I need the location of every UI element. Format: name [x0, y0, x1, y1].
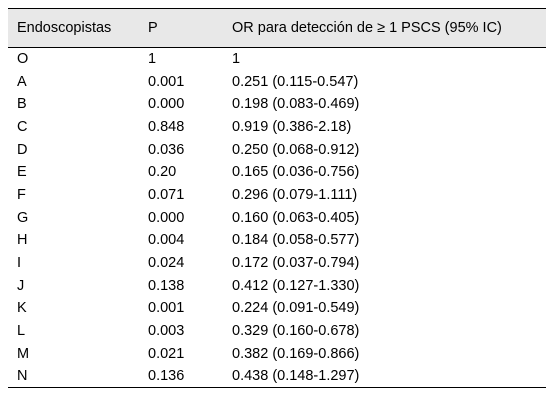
cell-p-value: 0.138: [148, 277, 185, 294]
cell-p-value: 0.20: [148, 164, 177, 181]
table-row: N 0.136 0.438 (0.148-1.297): [8, 365, 546, 389]
cell-p-value: 0.071: [148, 186, 185, 203]
cell-endoscopist: H: [17, 232, 28, 249]
table-row: J 0.138 0.412 (0.127-1.330): [8, 274, 546, 297]
cell-endoscopist: I: [17, 255, 22, 272]
cell-odds-ratio: 1: [232, 51, 241, 68]
cell-odds-ratio: 0.224 (0.091-0.549): [232, 300, 360, 317]
cell-p-value: 1: [148, 51, 157, 68]
cell-odds-ratio: 0.198 (0.083-0.469): [232, 96, 360, 113]
cell-p-value: 0.136: [139, 365, 223, 389]
cell-p-value: 0.001: [148, 300, 185, 317]
table-row: F 0.071 0.296 (0.079-1.111): [8, 184, 546, 207]
cell-odds-ratio: 0.382 (0.169-0.866): [232, 345, 360, 362]
cell-odds-ratio: 0.438 (0.148-1.297): [223, 365, 546, 389]
table-row: I 0.024 0.172 (0.037-0.794): [8, 252, 546, 275]
cell-odds-ratio: 0.250 (0.068-0.912): [232, 141, 360, 158]
cell-odds-ratio: 0.172 (0.037-0.794): [232, 255, 360, 272]
table-row: H 0.004 0.184 (0.058-0.577): [8, 229, 546, 252]
cell-p-value: 0.004: [148, 232, 185, 249]
table-row: G 0.000 0.160 (0.063-0.405): [8, 206, 546, 229]
table-row: K 0.001 0.224 (0.091-0.549): [8, 297, 546, 320]
cell-endoscopist: B: [17, 96, 27, 113]
table-row: C 0.848 0.919 (0.386-2.18): [8, 116, 546, 139]
cell-endoscopist: K: [17, 300, 27, 317]
table-row: L 0.003 0.329 (0.160-0.678): [8, 320, 546, 343]
cell-endoscopist: N: [8, 365, 139, 389]
table-row: E 0.20 0.165 (0.036-0.756): [8, 161, 546, 184]
cell-odds-ratio: 0.160 (0.063-0.405): [232, 209, 360, 226]
cell-p-value: 0.024: [148, 255, 185, 272]
column-header-odds-ratio: OR para detección de ≥ 1 PSCS (95% IC): [223, 8, 546, 48]
cell-p-value: 0.001: [148, 73, 185, 90]
cell-p-value: 0.000: [148, 96, 185, 113]
results-table-container: Endoscopistas P OR para detección de ≥ 1…: [8, 8, 546, 397]
cell-endoscopist: G: [17, 209, 29, 226]
table-row: A 0.001 0.251 (0.115-0.547): [8, 70, 546, 93]
cell-endoscopist: C: [17, 118, 28, 135]
cell-odds-ratio: 0.165 (0.036-0.756): [232, 164, 360, 181]
table-row: B 0.000 0.198 (0.083-0.469): [8, 93, 546, 116]
table-row: D 0.036 0.250 (0.068-0.912): [8, 138, 546, 161]
header-row: Endoscopistas P OR para detección de ≥ 1…: [8, 8, 546, 48]
column-header-endoscopist: Endoscopistas: [8, 8, 139, 48]
cell-odds-ratio: 0.184 (0.058-0.577): [232, 232, 360, 249]
table-header: Endoscopistas P OR para detección de ≥ 1…: [8, 8, 546, 48]
cell-endoscopist: F: [17, 186, 26, 203]
cell-p-value: 0.036: [148, 141, 185, 158]
cell-p-value: 0.000: [148, 209, 185, 226]
cell-p-value: 0.003: [148, 323, 185, 340]
cell-endoscopist: D: [17, 141, 28, 158]
cell-odds-ratio: 0.329 (0.160-0.678): [232, 323, 360, 340]
cell-odds-ratio: 0.296 (0.079-1.111): [232, 186, 358, 203]
cell-endoscopist: E: [17, 164, 27, 181]
column-header-p-value: P: [139, 8, 223, 48]
table-row: O 1 1: [8, 48, 546, 71]
cell-endoscopist: A: [17, 73, 27, 90]
cell-odds-ratio: 0.919 (0.386-2.18): [232, 118, 352, 135]
cell-endoscopist: J: [17, 277, 25, 294]
table-row: M 0.021 0.382 (0.169-0.866): [8, 342, 546, 365]
cell-endoscopist: M: [17, 345, 30, 362]
table-body: O 1 1 A 0.001 0.251 (0.115-0.547) B 0.00…: [8, 48, 546, 389]
cell-p-value: 0.021: [148, 345, 185, 362]
cell-odds-ratio: 0.251 (0.115-0.547): [232, 73, 359, 90]
cell-odds-ratio: 0.412 (0.127-1.330): [232, 277, 360, 294]
cell-endoscopist: L: [17, 323, 26, 340]
cell-p-value: 0.848: [148, 118, 185, 135]
cell-endoscopist: O: [17, 51, 29, 68]
results-table: Endoscopistas P OR para detección de ≥ 1…: [8, 8, 546, 389]
